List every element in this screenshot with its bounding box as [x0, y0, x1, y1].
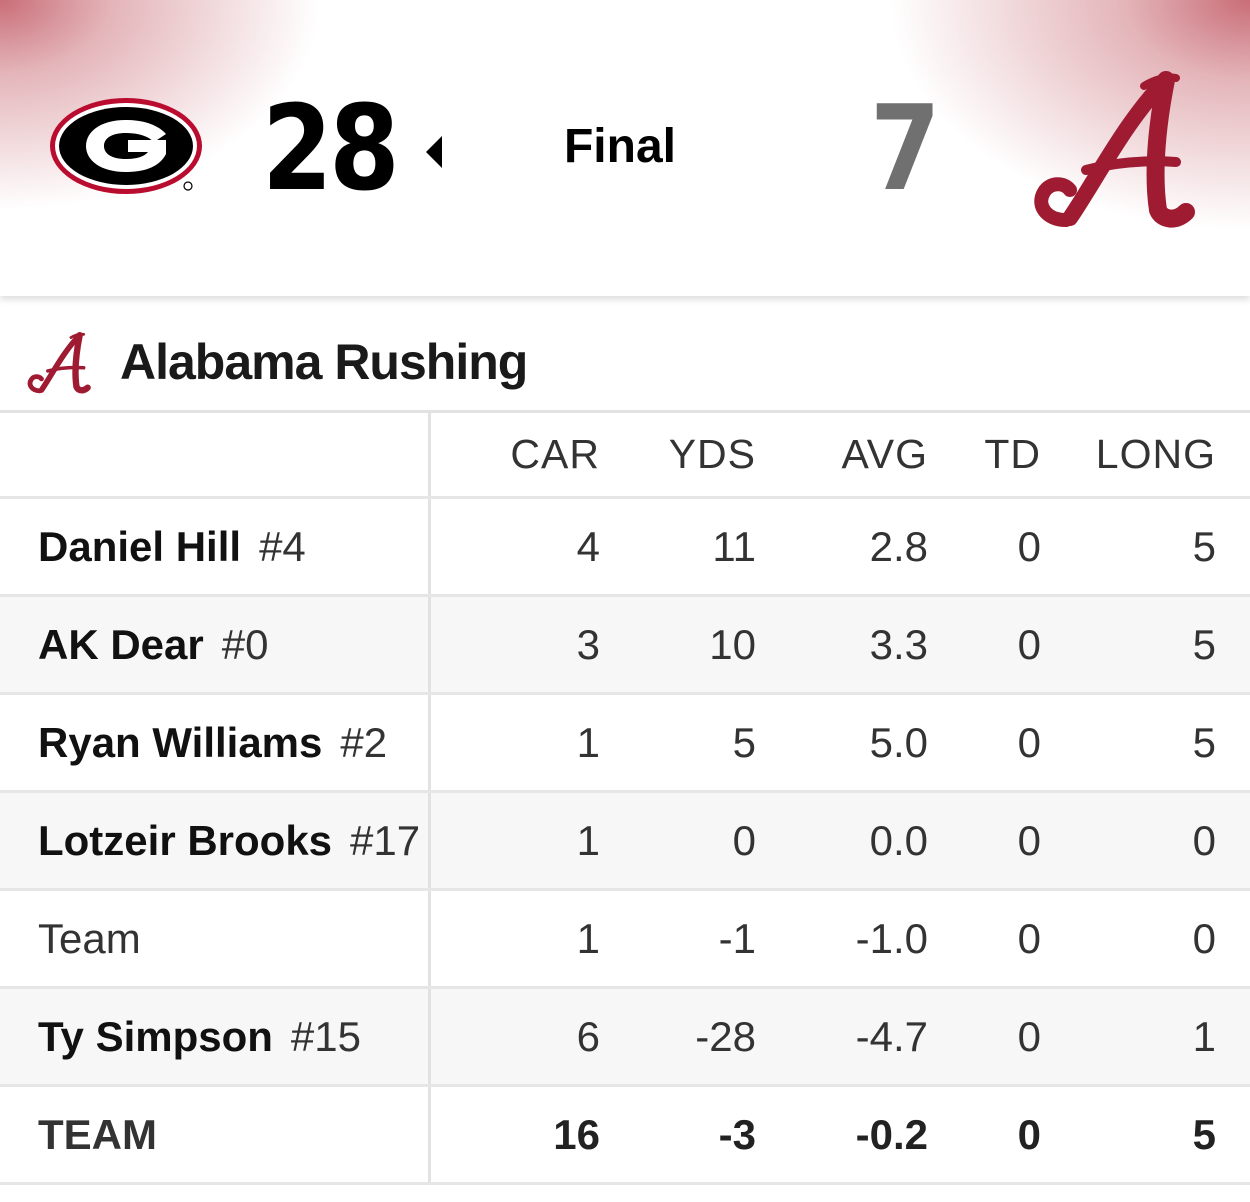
stat-td: 0	[1017, 1012, 1041, 1060]
total-cell: TEAM	[0, 1087, 431, 1182]
stat-td: 0	[1017, 718, 1041, 766]
rushing-stats-table: CAR YDS AVG TD LONG Daniel Hill #4 4 11 …	[0, 410, 1250, 1185]
player-cell: AK Dear #0	[0, 597, 431, 692]
player-number: #15	[290, 1012, 361, 1060]
column-header-td[interactable]: TD	[984, 431, 1041, 477]
player-number: #17	[350, 816, 421, 864]
table-row: Lotzeir Brooks #17 1 0 0.0 0 0	[0, 793, 1250, 891]
table-row: Ryan Williams #2 1 5 5.0 0 5	[0, 695, 1250, 793]
total-yds: -3	[718, 1110, 756, 1158]
total-label: TEAM	[38, 1110, 157, 1158]
stat-avg: 3.3	[869, 620, 928, 668]
team-label: Team	[38, 914, 141, 962]
stat-yds: 10	[709, 620, 756, 668]
stat-long: 5	[1192, 620, 1216, 668]
table-row: Daniel Hill #4 4 11 2.8 0 5	[0, 499, 1250, 597]
home-score: 28	[262, 79, 400, 217]
total-long: 5	[1192, 1110, 1216, 1158]
table-row: Ty Simpson #15 6 -28 -4.7 0 1	[0, 989, 1250, 1087]
stat-car: 3	[576, 620, 600, 668]
stat-avg: 5.0	[869, 718, 928, 766]
player-cell: Lotzeir Brooks #17	[0, 793, 431, 888]
stat-long: 5	[1192, 718, 1216, 766]
player-number: #4	[259, 522, 306, 570]
stat-yds: 0	[732, 816, 756, 864]
stat-td: 0	[1017, 522, 1041, 570]
stat-long: 0	[1192, 816, 1216, 864]
stat-long: 1	[1192, 1012, 1216, 1060]
section-header: Alabama Rushing	[0, 318, 1250, 410]
stat-car: 1	[576, 718, 600, 766]
stat-avg: 2.8	[869, 522, 928, 570]
player-number: #2	[340, 718, 388, 766]
column-header-avg[interactable]: AVG	[841, 431, 928, 477]
stat-yds: -1	[718, 914, 756, 962]
table-header-row: CAR YDS AVG TD LONG	[0, 413, 1250, 499]
stat-car: 1	[576, 914, 600, 962]
georgia-logo[interactable]	[48, 96, 208, 198]
stat-yds: 11	[712, 522, 756, 570]
stat-avg: 0.0	[869, 816, 928, 864]
stat-long: 0	[1192, 914, 1216, 962]
column-header-car[interactable]: CAR	[510, 431, 600, 477]
stat-td: 0	[1017, 914, 1041, 962]
stat-yds: -28	[695, 1012, 756, 1060]
stat-car: 4	[576, 522, 600, 570]
stat-car: 1	[576, 816, 600, 864]
away-score: 7	[870, 79, 941, 217]
player-number: #0	[221, 620, 269, 668]
player-name-link[interactable]: AK Dear	[38, 620, 204, 668]
table-row: AK Dear #0 3 10 3.3 0 5	[0, 597, 1250, 695]
player-name-link[interactable]: Ty Simpson	[38, 1012, 273, 1060]
column-header-yds[interactable]: YDS	[668, 431, 756, 477]
stat-long: 5	[1192, 522, 1216, 570]
scoreboard-header: 28 Final 7	[0, 0, 1250, 296]
stat-car: 6	[576, 1012, 600, 1060]
total-avg: -0.2	[855, 1110, 928, 1158]
stat-td: 0	[1017, 816, 1041, 864]
table-total-row: TEAM 16 -3 -0.2 0 5	[0, 1087, 1250, 1185]
total-car: 16	[553, 1110, 600, 1158]
player-cell: Ryan Williams #2	[0, 695, 431, 790]
player-name-link[interactable]: Lotzeir Brooks	[38, 816, 333, 864]
alabama-small-logo	[24, 328, 94, 398]
column-header-long[interactable]: LONG	[1095, 431, 1216, 477]
stat-avg: -4.7	[855, 1012, 928, 1060]
stat-yds: 5	[732, 718, 756, 766]
player-cell: Ty Simpson #15	[0, 989, 431, 1084]
header-name-cell	[0, 413, 431, 496]
player-name-link[interactable]: Daniel Hill	[38, 522, 242, 570]
stat-td: 0	[1017, 620, 1041, 668]
team-cell: Team	[0, 891, 431, 986]
table-row: Team 1 -1 -1.0 0 0	[0, 891, 1250, 989]
section-title: Alabama Rushing	[120, 334, 528, 390]
player-cell: Daniel Hill #4	[0, 499, 431, 594]
stat-avg: -1.0	[855, 914, 928, 962]
winner-arrow-icon	[426, 136, 442, 168]
player-name-link[interactable]: Ryan Williams	[38, 718, 323, 766]
total-td: 0	[1017, 1110, 1041, 1158]
game-status: Final	[563, 120, 676, 173]
alabama-logo[interactable]	[1026, 70, 1202, 230]
